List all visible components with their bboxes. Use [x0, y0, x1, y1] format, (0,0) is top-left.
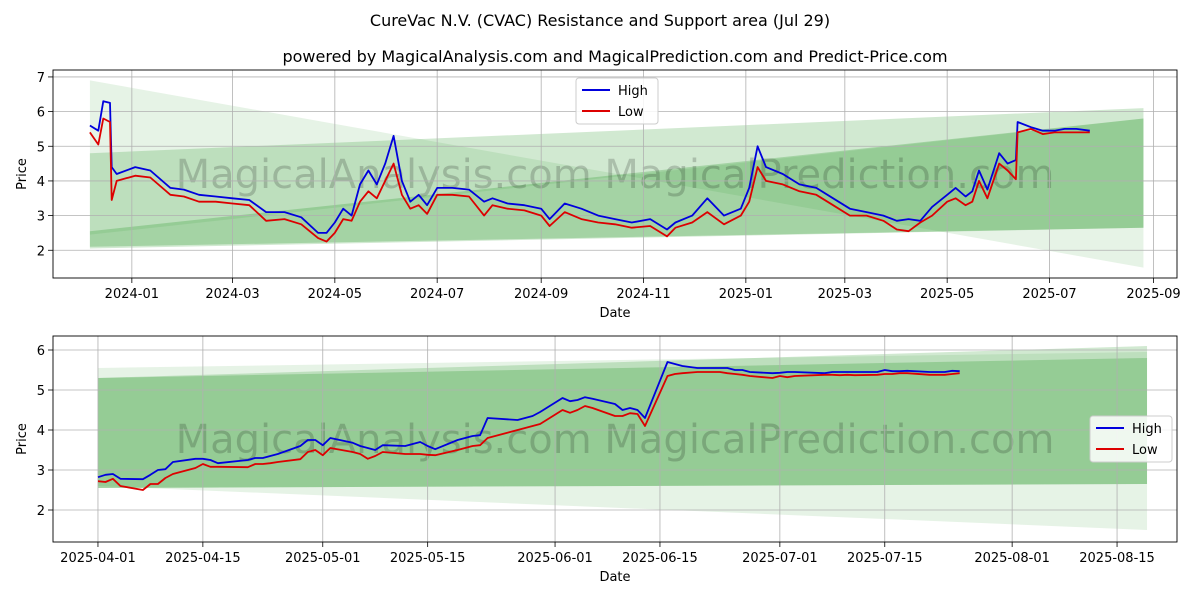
legend-label-high: High [1132, 422, 1162, 437]
legend-label-low: Low [618, 105, 644, 120]
x-tick-label: 2025-06-15 [622, 551, 698, 566]
series-line-high [89, 100, 1090, 234]
y-tick-label: 6 [37, 106, 45, 121]
support-resistance-band-1 [89, 80, 1144, 268]
x-tick-label: 2025-08-01 [974, 551, 1050, 566]
y-tick-label: 5 [37, 140, 45, 155]
plot-frame [52, 335, 1178, 543]
x-tick-label: 2025-05-15 [390, 551, 466, 566]
chart-subtitle: powered by MagicalAnalysis.com and Magic… [282, 47, 947, 66]
legend-label-high: High [618, 84, 648, 99]
series-line-low [89, 117, 1090, 243]
y-tick-label: 2 [37, 244, 45, 259]
x-tick-label: 2025-04-15 [165, 551, 241, 566]
y-tick-label: 6 [37, 344, 45, 359]
y-tick-label: 7 [37, 71, 45, 86]
x-tick-label: 2024-01 [105, 287, 159, 302]
x-tick-label: 2024-11 [616, 287, 670, 302]
y-tick-label: 4 [37, 175, 45, 190]
upper-chart-panel: MagicalAnalysis.com MagicalPrediction.co… [15, 69, 1181, 321]
x-tick-label: 2025-05 [920, 287, 974, 302]
x-tick-label: 2025-04-01 [60, 551, 136, 566]
plot-frame [52, 69, 1178, 279]
legend: High Low [1089, 415, 1173, 463]
series-line-high [97, 361, 960, 481]
x-tick-label: 2025-09 [1126, 287, 1180, 302]
y-tick-label: 5 [37, 384, 45, 399]
x-tick-label: 2025-07-01 [742, 551, 818, 566]
y-tick-label: 3 [37, 464, 45, 479]
x-tick-label: 2025-07-15 [847, 551, 923, 566]
y-tick-label: 2 [37, 504, 45, 519]
legend: High Low [575, 77, 659, 125]
x-tick-label: 2025-07 [1022, 287, 1076, 302]
x-tick-label: 2024-03 [205, 287, 259, 302]
x-tick-label: 2025-01 [719, 287, 773, 302]
x-axis-label: Date [599, 306, 630, 321]
x-tick-label: 2025-03 [818, 287, 872, 302]
y-axis-label: Price [15, 158, 30, 190]
chart-title: CureVac N.V. (CVAC) Resistance and Suppo… [370, 11, 830, 30]
legend-label-low: Low [1132, 443, 1158, 458]
x-tick-label: 2024-09 [514, 287, 568, 302]
y-tick-label: 3 [37, 210, 45, 225]
y-tick-label: 4 [37, 424, 45, 439]
x-tick-label: 2024-07 [410, 287, 464, 302]
watermark-text: MagicalAnalysis.com MagicalPrediction.co… [176, 152, 1055, 198]
x-axis-label: Date [599, 570, 630, 585]
series-line-low [97, 371, 960, 491]
x-tick-label: 2025-05-01 [285, 551, 361, 566]
x-tick-label: 2025-06-01 [517, 551, 593, 566]
x-tick-label: 2025-08-15 [1079, 551, 1155, 566]
support-resistance-band-2 [89, 108, 1144, 249]
x-tick-label: 2024-05 [308, 287, 362, 302]
lower-chart-panel: MagicalAnalysis.com MagicalPrediction.co… [15, 335, 1178, 585]
y-axis-label: Price [15, 423, 30, 455]
